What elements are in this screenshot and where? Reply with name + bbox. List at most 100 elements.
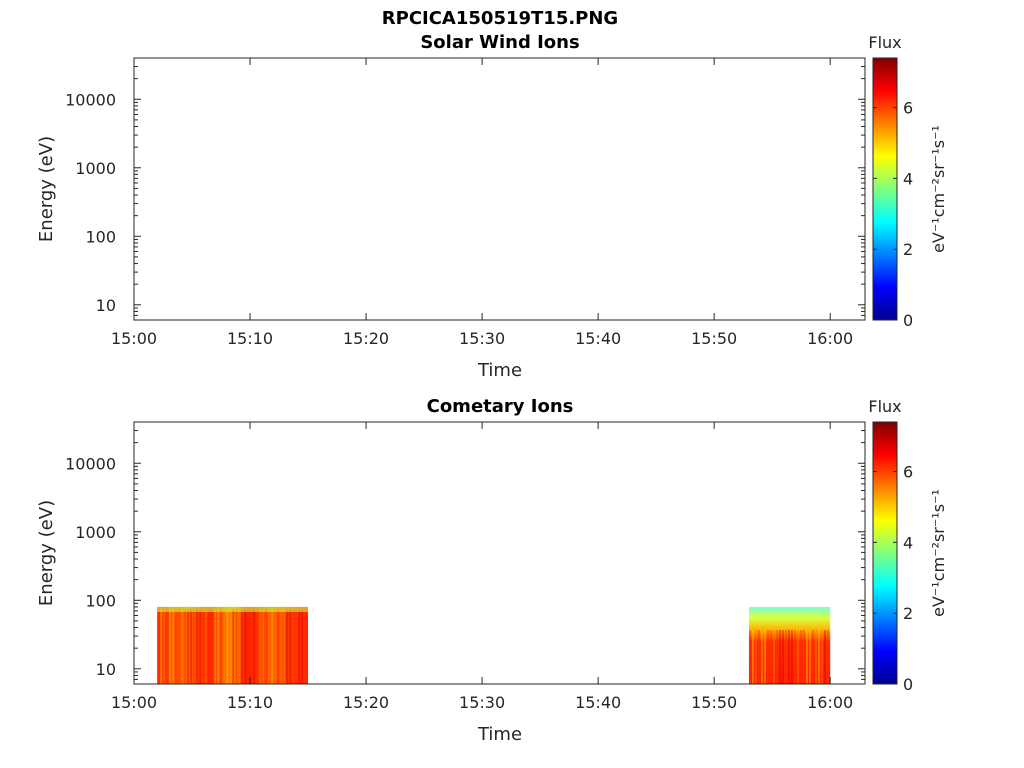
colorbar-tick-label: 6 [903, 99, 913, 118]
flux-streak [178, 608, 181, 684]
flux-streak [208, 608, 211, 684]
plot-frame [133, 57, 866, 321]
flux-streak [826, 630, 829, 684]
y-tick-label: 10000 [65, 90, 116, 109]
x-tick-label: 15:40 [575, 329, 621, 348]
plot-frame [133, 421, 866, 685]
flux-streak [265, 608, 268, 684]
x-axis: 15:00 15:10 15:20 15:30 15:40 15:50 16:00 [111, 58, 853, 348]
flux-streak [226, 608, 229, 684]
x-tick-label: 16:00 [807, 329, 853, 348]
flux-streak [793, 630, 796, 684]
flux-streak [775, 630, 778, 684]
flux-streak [778, 630, 781, 684]
flux-streak [817, 630, 820, 684]
flux-streak [301, 608, 304, 684]
y-tick-label: 1000 [75, 523, 116, 542]
flux-streak [199, 608, 202, 684]
x-tick-label: 15:10 [227, 693, 273, 712]
flux-streak [808, 630, 811, 684]
y-axis: 10 100 1000 10000 [65, 421, 865, 685]
colorbar [872, 421, 898, 685]
x-tick-label: 15:50 [691, 693, 737, 712]
flux-streak [193, 608, 196, 684]
flux-block [157, 606, 309, 684]
colorbar-tick-label: 4 [903, 533, 913, 552]
flux-streak [748, 630, 751, 684]
flux-streak [814, 630, 817, 684]
flux-streak [160, 608, 163, 684]
colorbar-title: Flux [868, 33, 901, 52]
flux-streak [811, 630, 814, 684]
x-tick-label: 15:10 [227, 329, 273, 348]
y-tick-label: 10000 [65, 454, 116, 473]
colorbar-tick-label: 4 [903, 169, 913, 188]
flux-streak [799, 630, 802, 684]
flux-streak [286, 608, 289, 684]
flux-streak [172, 608, 175, 684]
flux-streak [241, 608, 244, 684]
flux-streak [769, 630, 772, 684]
flux-streak [751, 630, 754, 684]
colorbar-tick-label: 2 [903, 604, 913, 623]
colorbar-tick-label: 0 [903, 675, 913, 694]
flux-streak [235, 608, 238, 684]
flux-streak [760, 630, 763, 684]
panel-solar-wind: Solar Wind Ions 15:00 15:10 15:20 15:30 15:4… [36, 32, 948, 381]
flux-streak [292, 608, 295, 684]
flux-streak [271, 608, 274, 684]
flux-streak [244, 608, 247, 684]
flux-streak [787, 630, 790, 684]
flux-block [748, 606, 831, 684]
flux-streak [277, 608, 280, 684]
flux-streak [250, 608, 253, 684]
x-axis: 15:00 15:10 15:20 15:30 15:40 15:50 16:00 [111, 422, 853, 712]
spectrogram-area [157, 606, 831, 684]
flux-streak [766, 630, 769, 684]
panel-cometary: Cometary Ions 15:00 15:10 15:20 15:30 15:40 1… [36, 396, 948, 745]
flux-streak [187, 608, 190, 684]
x-axis-label: Time [477, 724, 522, 745]
flux-streak [205, 608, 208, 684]
x-tick-label: 15:20 [343, 693, 389, 712]
flux-streak [247, 608, 250, 684]
colorbar-units: eV⁻¹cm⁻²sr⁻¹s⁻¹ [929, 489, 948, 617]
flux-streak [823, 630, 826, 684]
x-tick-label: 15:40 [575, 693, 621, 712]
flux-streak [304, 608, 307, 684]
flux-streak [220, 608, 223, 684]
x-tick-label: 15:30 [459, 329, 505, 348]
flux-fringe [748, 606, 831, 612]
flux-streak [772, 630, 775, 684]
y-axis-label: Energy (eV) [36, 136, 57, 242]
colorbar-tick-label: 2 [903, 240, 913, 259]
flux-fringe [157, 606, 309, 612]
flux-streak [790, 630, 793, 684]
flux-streak [802, 630, 805, 684]
y-axis: 10 100 1000 10000 [65, 57, 865, 321]
flux-streak [796, 630, 799, 684]
x-tick-label: 15:50 [691, 329, 737, 348]
flux-streak [196, 608, 199, 684]
flux-streak [184, 608, 187, 684]
flux-streak [805, 630, 808, 684]
flux-streak [757, 630, 760, 684]
flux-streak [259, 608, 262, 684]
y-tick-label: 10 [96, 660, 116, 679]
colorbar [872, 57, 898, 321]
y-tick-label: 10 [96, 296, 116, 315]
flux-streak [190, 608, 193, 684]
flux-streak [268, 608, 271, 684]
flux-streak [232, 608, 235, 684]
flux-streak [253, 608, 256, 684]
flux-streak [820, 630, 823, 684]
x-tick-label: 15:00 [111, 329, 157, 348]
flux-streak [223, 608, 226, 684]
flux-streak [163, 608, 166, 684]
panel-title: Solar Wind Ions [420, 32, 579, 53]
y-tick-label: 1000 [75, 159, 116, 178]
colorbar-title: Flux [868, 397, 901, 416]
flux-streak [229, 608, 232, 684]
x-tick-label: 15:30 [459, 693, 505, 712]
colorbar-tick-label: 6 [903, 463, 913, 482]
